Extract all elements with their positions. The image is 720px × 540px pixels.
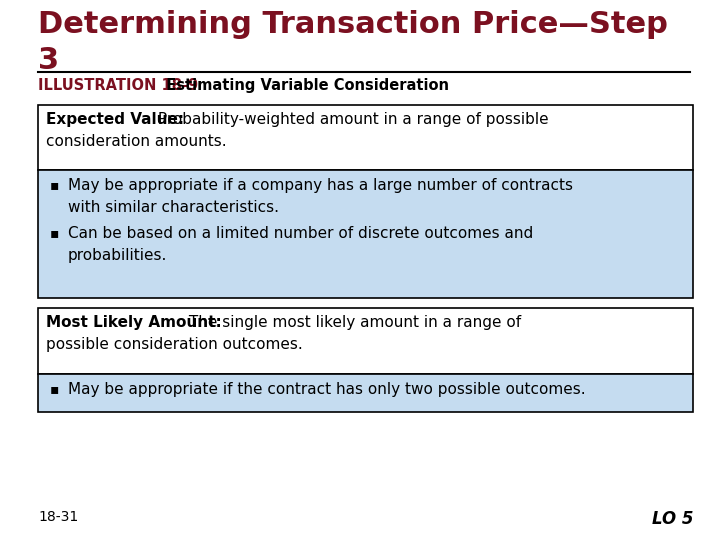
Text: Probability-weighted amount in a range of possible: Probability-weighted amount in a range o…: [153, 112, 549, 127]
Text: ▪: ▪: [50, 382, 59, 396]
Text: ▪: ▪: [50, 178, 59, 192]
Text: Most Likely Amount:: Most Likely Amount:: [46, 315, 222, 330]
Text: probabilities.: probabilities.: [68, 248, 167, 263]
Text: The single most likely amount in a range of: The single most likely amount in a range…: [184, 315, 521, 330]
Text: Expected Value:: Expected Value:: [46, 112, 184, 127]
Text: consideration amounts.: consideration amounts.: [46, 134, 227, 149]
Text: ILLUSTRATION 18-9: ILLUSTRATION 18-9: [38, 78, 198, 93]
Text: ▪: ▪: [50, 226, 59, 240]
Text: Determining Transaction Price—Step: Determining Transaction Price—Step: [38, 10, 668, 39]
Bar: [38, 105, 693, 170]
Text: Can be based on a limited number of discrete outcomes and: Can be based on a limited number of disc…: [68, 226, 534, 241]
Bar: [38, 374, 693, 412]
Bar: [38, 308, 693, 374]
Text: May be appropriate if the contract has only two possible outcomes.: May be appropriate if the contract has o…: [68, 382, 585, 397]
Text: with similar characteristics.: with similar characteristics.: [68, 200, 279, 215]
Text: Estimating Variable Consideration: Estimating Variable Consideration: [156, 78, 449, 93]
Text: May be appropriate if a company has a large number of contracts: May be appropriate if a company has a la…: [68, 178, 573, 193]
Text: possible consideration outcomes.: possible consideration outcomes.: [46, 337, 302, 352]
Text: 18-31: 18-31: [38, 510, 78, 524]
Text: 3: 3: [38, 46, 59, 75]
Bar: [38, 170, 693, 298]
Text: LO 5: LO 5: [652, 510, 693, 528]
